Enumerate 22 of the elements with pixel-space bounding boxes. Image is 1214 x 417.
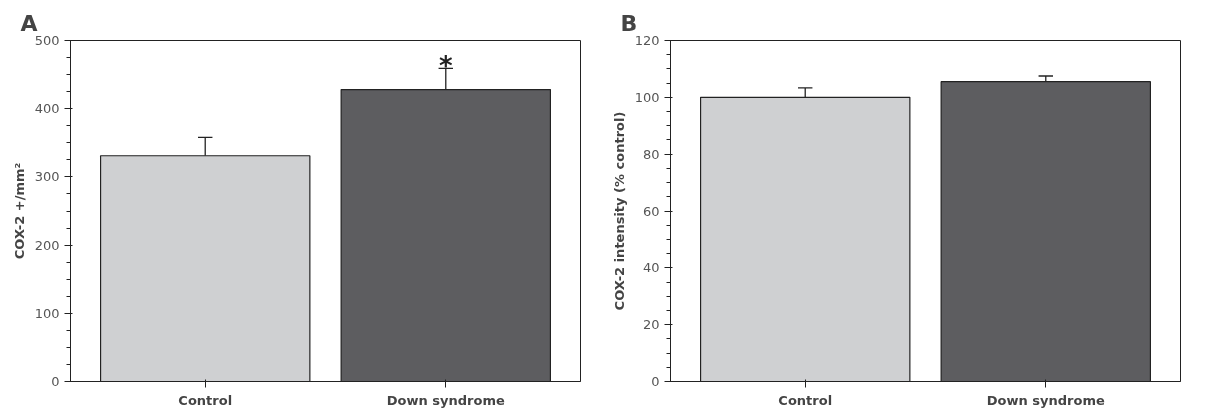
y-tick-label: 200	[34, 237, 60, 253]
chart-title: A	[20, 10, 38, 36]
y-tick-label: 100	[634, 89, 660, 105]
annotation: *	[438, 51, 453, 82]
y-axis-title: COX-2 intensity (% control)	[611, 111, 627, 311]
y-tick-label: 300	[34, 169, 60, 185]
y-tick-label: 40	[642, 260, 660, 276]
y-tick-label: 80	[642, 146, 660, 162]
y-axis-title: COX-2 +/mm²	[11, 162, 27, 260]
y-tick-label: 120	[634, 33, 660, 48]
chart-title: B	[620, 10, 638, 36]
x-tick-label: Down syndrome	[986, 392, 1105, 408]
x-tick-label: Down syndrome	[386, 392, 505, 408]
y-tick-label: 500	[34, 33, 60, 48]
y-tick-label: 20	[642, 317, 660, 333]
y-tick-label: 0	[51, 374, 60, 389]
x-tick-label: Control	[178, 392, 233, 408]
y-tick-label: 60	[642, 203, 660, 219]
y-tick-label: 0	[651, 374, 660, 389]
x-tick-label: Control	[778, 392, 833, 408]
y-tick-label: 100	[34, 305, 60, 321]
y-tick-label: 400	[34, 101, 60, 117]
